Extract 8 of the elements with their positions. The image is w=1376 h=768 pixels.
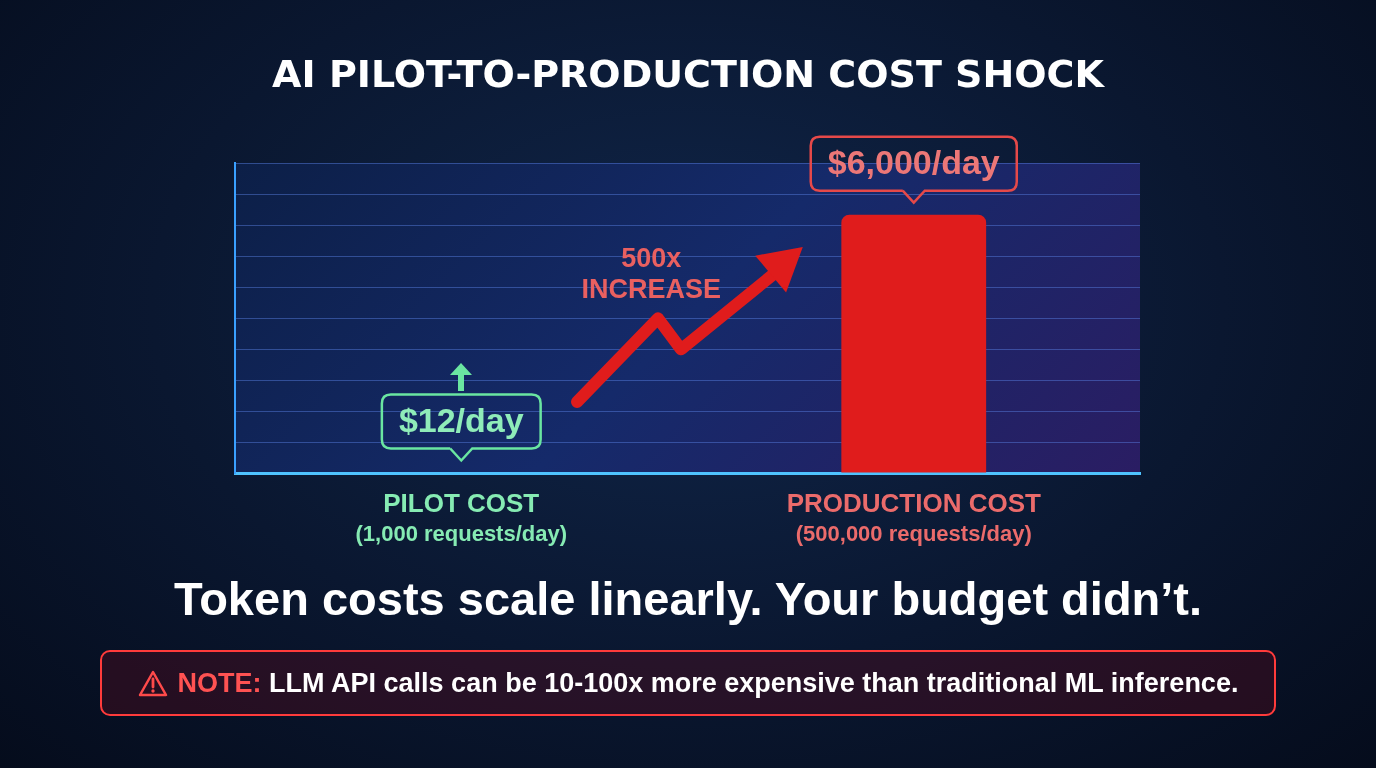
text: Token costs scale linearly. Your budget didn’t.	[172, 571, 1204, 626]
chart-title: AI PILOT-TO-PRODUCTION COST SHOCK	[271, 52, 1106, 96]
data-label: $6,000/day	[827, 143, 1000, 182]
data-label: $12/day	[398, 400, 524, 439]
annotation: 500x INCREASE	[581, 242, 722, 304]
x-tick-label: PILOT COST (1,000 requests/day)	[355, 488, 568, 547]
text: NOTE: LLM API calls can be 10-100x more expensive than traditional ML inference.	[177, 667, 1239, 699]
x-tick-label: PRODUCTION COST (500,000 requests/day)	[786, 488, 1041, 547]
